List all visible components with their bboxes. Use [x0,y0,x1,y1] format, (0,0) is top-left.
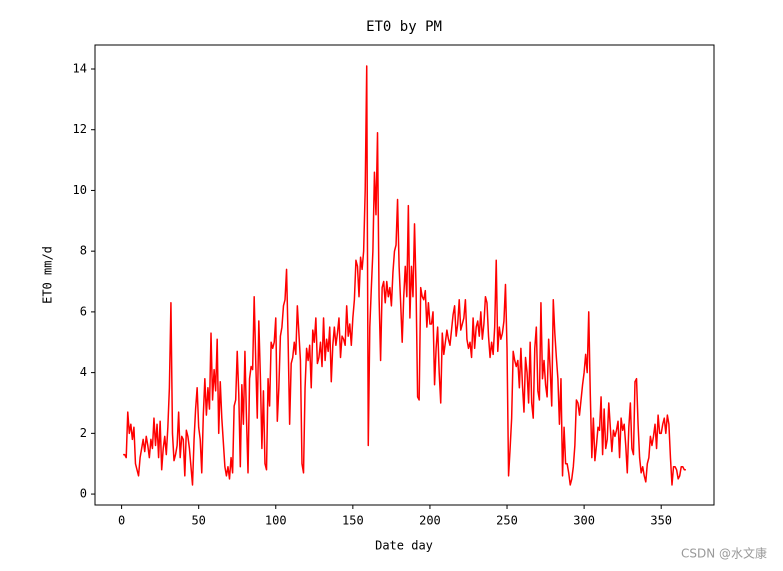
x-tick-label: 50 [191,514,205,528]
x-tick-label: 100 [265,514,287,528]
x-axis-label: Date day [375,539,433,553]
y-tick-label: 6 [80,304,87,318]
y-tick-label: 10 [73,183,87,197]
x-tick-label: 0 [118,514,125,528]
x-tick-label: 250 [496,514,518,528]
y-tick-label: 14 [73,61,87,75]
x-tick-label: 350 [650,514,672,528]
watermark: CSDN @水文康 [681,546,767,561]
plot-frame [94,44,715,506]
y-tick-label: 12 [73,122,87,136]
x-tick-label: 300 [573,514,595,528]
x-tick-label: 150 [342,514,364,528]
y-tick-label: 8 [80,244,87,258]
y-tick-label: 2 [80,426,87,440]
y-tick-label: 4 [80,365,87,379]
y-axis-label: ET0 mm/d [41,246,55,304]
y-tick-label: 0 [80,487,87,501]
chart-title: ET0 by PM [366,19,442,35]
data-line [123,65,686,486]
x-tick-label: 200 [419,514,441,528]
